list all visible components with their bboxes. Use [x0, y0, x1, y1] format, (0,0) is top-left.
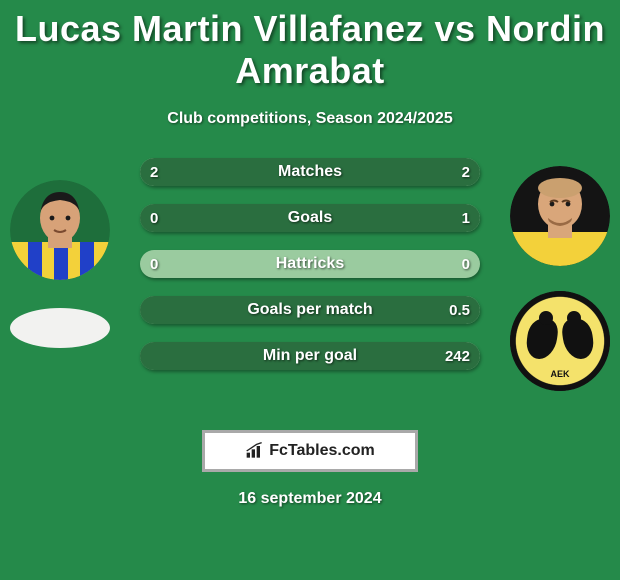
- stat-value-right: 0: [462, 250, 470, 278]
- aek-eagle-icon: [525, 313, 595, 369]
- stat-label: Hattricks: [140, 250, 480, 278]
- stat-row: 0Goals1: [140, 204, 480, 232]
- subtitle: Club competitions, Season 2024/2025: [0, 110, 620, 128]
- stat-value-left: 2: [150, 158, 158, 186]
- stat-fill-right: [140, 296, 480, 324]
- stat-fill-right: [140, 342, 480, 370]
- stat-fill-right: [140, 204, 480, 232]
- player-left-avatar: [10, 180, 110, 280]
- stat-value-right: 242: [445, 342, 470, 370]
- stat-fill-left: [140, 158, 310, 186]
- club-left-logo: [10, 308, 110, 348]
- stat-fill-right: [310, 158, 480, 186]
- club-right-logo: AEK: [510, 291, 610, 391]
- stat-value-right: 0.5: [449, 296, 470, 324]
- stat-value-right: 1: [462, 204, 470, 232]
- club-right-label: AEK: [510, 369, 610, 379]
- stat-row: Min per goal242: [140, 342, 480, 370]
- page-title: Lucas Martin Villafanez vs Nordin Amraba…: [0, 0, 620, 92]
- brand-text: FcTables.com: [269, 442, 375, 460]
- brand-badge: FcTables.com: [202, 430, 418, 472]
- stat-row: Goals per match0.5: [140, 296, 480, 324]
- stat-bars: 2Matches20Goals10Hattricks0Goals per mat…: [140, 158, 480, 388]
- date-line: 16 september 2024: [0, 490, 620, 508]
- stat-value-left: 0: [150, 204, 158, 232]
- bar-chart-icon: [245, 442, 265, 460]
- stat-row: 2Matches2: [140, 158, 480, 186]
- stat-value-right: 2: [462, 158, 470, 186]
- comparison-panel: AEK 2Matches20Goals10Hattricks0Goals per…: [0, 158, 620, 418]
- stat-row: 0Hattricks0: [140, 250, 480, 278]
- stat-value-left: 0: [150, 250, 158, 278]
- player-right-avatar: [510, 166, 610, 266]
